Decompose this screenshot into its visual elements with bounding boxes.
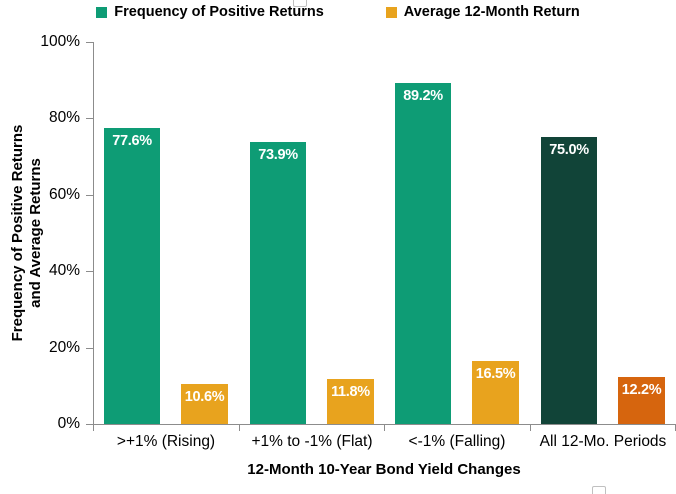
bar-frequency-1: 73.9% — [250, 142, 306, 424]
bar-frequency-3: 75.0% — [541, 137, 597, 424]
plot-area: 77.6% 73.9% 89.2% 75.0% 10.6% 11.8% 16.5% 12.2% — [93, 42, 676, 425]
bar-data-label: 75.0% — [549, 142, 589, 158]
y-tick-label: 80% — [48, 109, 80, 126]
y-tick-label: 60% — [48, 186, 80, 203]
y-tick-label: 0% — [57, 415, 80, 432]
y-tick-mark — [86, 271, 93, 272]
y-tick-mark — [86, 118, 93, 119]
y-tick-label: 40% — [48, 262, 80, 279]
x-category-label: <-1% (Falling) — [408, 433, 506, 450]
bar-average-1: 11.8% — [327, 379, 374, 424]
bar-data-label: 12.2% — [621, 382, 662, 398]
legend-swatch-frequency-icon — [96, 6, 108, 18]
x-tick-mark — [384, 425, 385, 431]
y-tick-mark — [86, 195, 93, 196]
bar-frequency-0: 77.6% — [104, 128, 160, 424]
selection-handle-top — [293, 0, 307, 7]
selection-handle-bottom — [592, 486, 606, 494]
legend: Frequency of Positive Returns Average 12… — [0, 4, 676, 20]
x-tick-mark — [93, 425, 94, 431]
x-tick-mark — [239, 425, 240, 431]
legend-item-frequency: Frequency of Positive Returns — [96, 4, 324, 20]
x-axis-title: 12-Month 10-Year Bond Yield Changes — [247, 461, 521, 478]
legend-swatch-average-icon — [385, 6, 397, 18]
x-category-label: +1% to -1% (Flat) — [251, 433, 373, 450]
legend-item-average: Average 12-Month Return — [385, 4, 580, 20]
bar-average-0: 10.6% — [181, 384, 228, 424]
bar-data-label: 16.5% — [475, 366, 516, 382]
x-category-label: >+1% (Rising) — [116, 433, 216, 450]
bar-data-label: 11.8% — [331, 384, 370, 400]
legend-label-average: Average 12-Month Return — [403, 4, 580, 20]
bar-average-3: 12.2% — [618, 377, 665, 424]
x-category-label: All 12-Mo. Periods — [539, 433, 667, 450]
y-tick-mark — [86, 348, 93, 349]
y-tick-label: 100% — [40, 33, 80, 50]
bar-data-label: 89.2% — [403, 88, 443, 104]
y-axis-title-line2: and Average Returns — [27, 158, 44, 308]
bar-frequency-2: 89.2% — [395, 83, 451, 424]
bar-average-2: 16.5% — [472, 361, 519, 424]
bar-data-label: 10.6% — [184, 389, 225, 405]
y-axis-title-line1: Frequency of Positive Returns — [9, 124, 26, 342]
y-tick-label: 20% — [48, 339, 80, 356]
x-tick-mark — [530, 425, 531, 431]
bar-data-label: 77.6% — [112, 133, 152, 149]
y-axis-title: Frequency of Positive Returns and Averag… — [9, 125, 45, 342]
y-tick-mark — [86, 42, 93, 43]
y-tick-mark — [86, 424, 93, 425]
legend-label-frequency: Frequency of Positive Returns — [114, 4, 324, 20]
bar-data-label: 73.9% — [258, 147, 298, 163]
